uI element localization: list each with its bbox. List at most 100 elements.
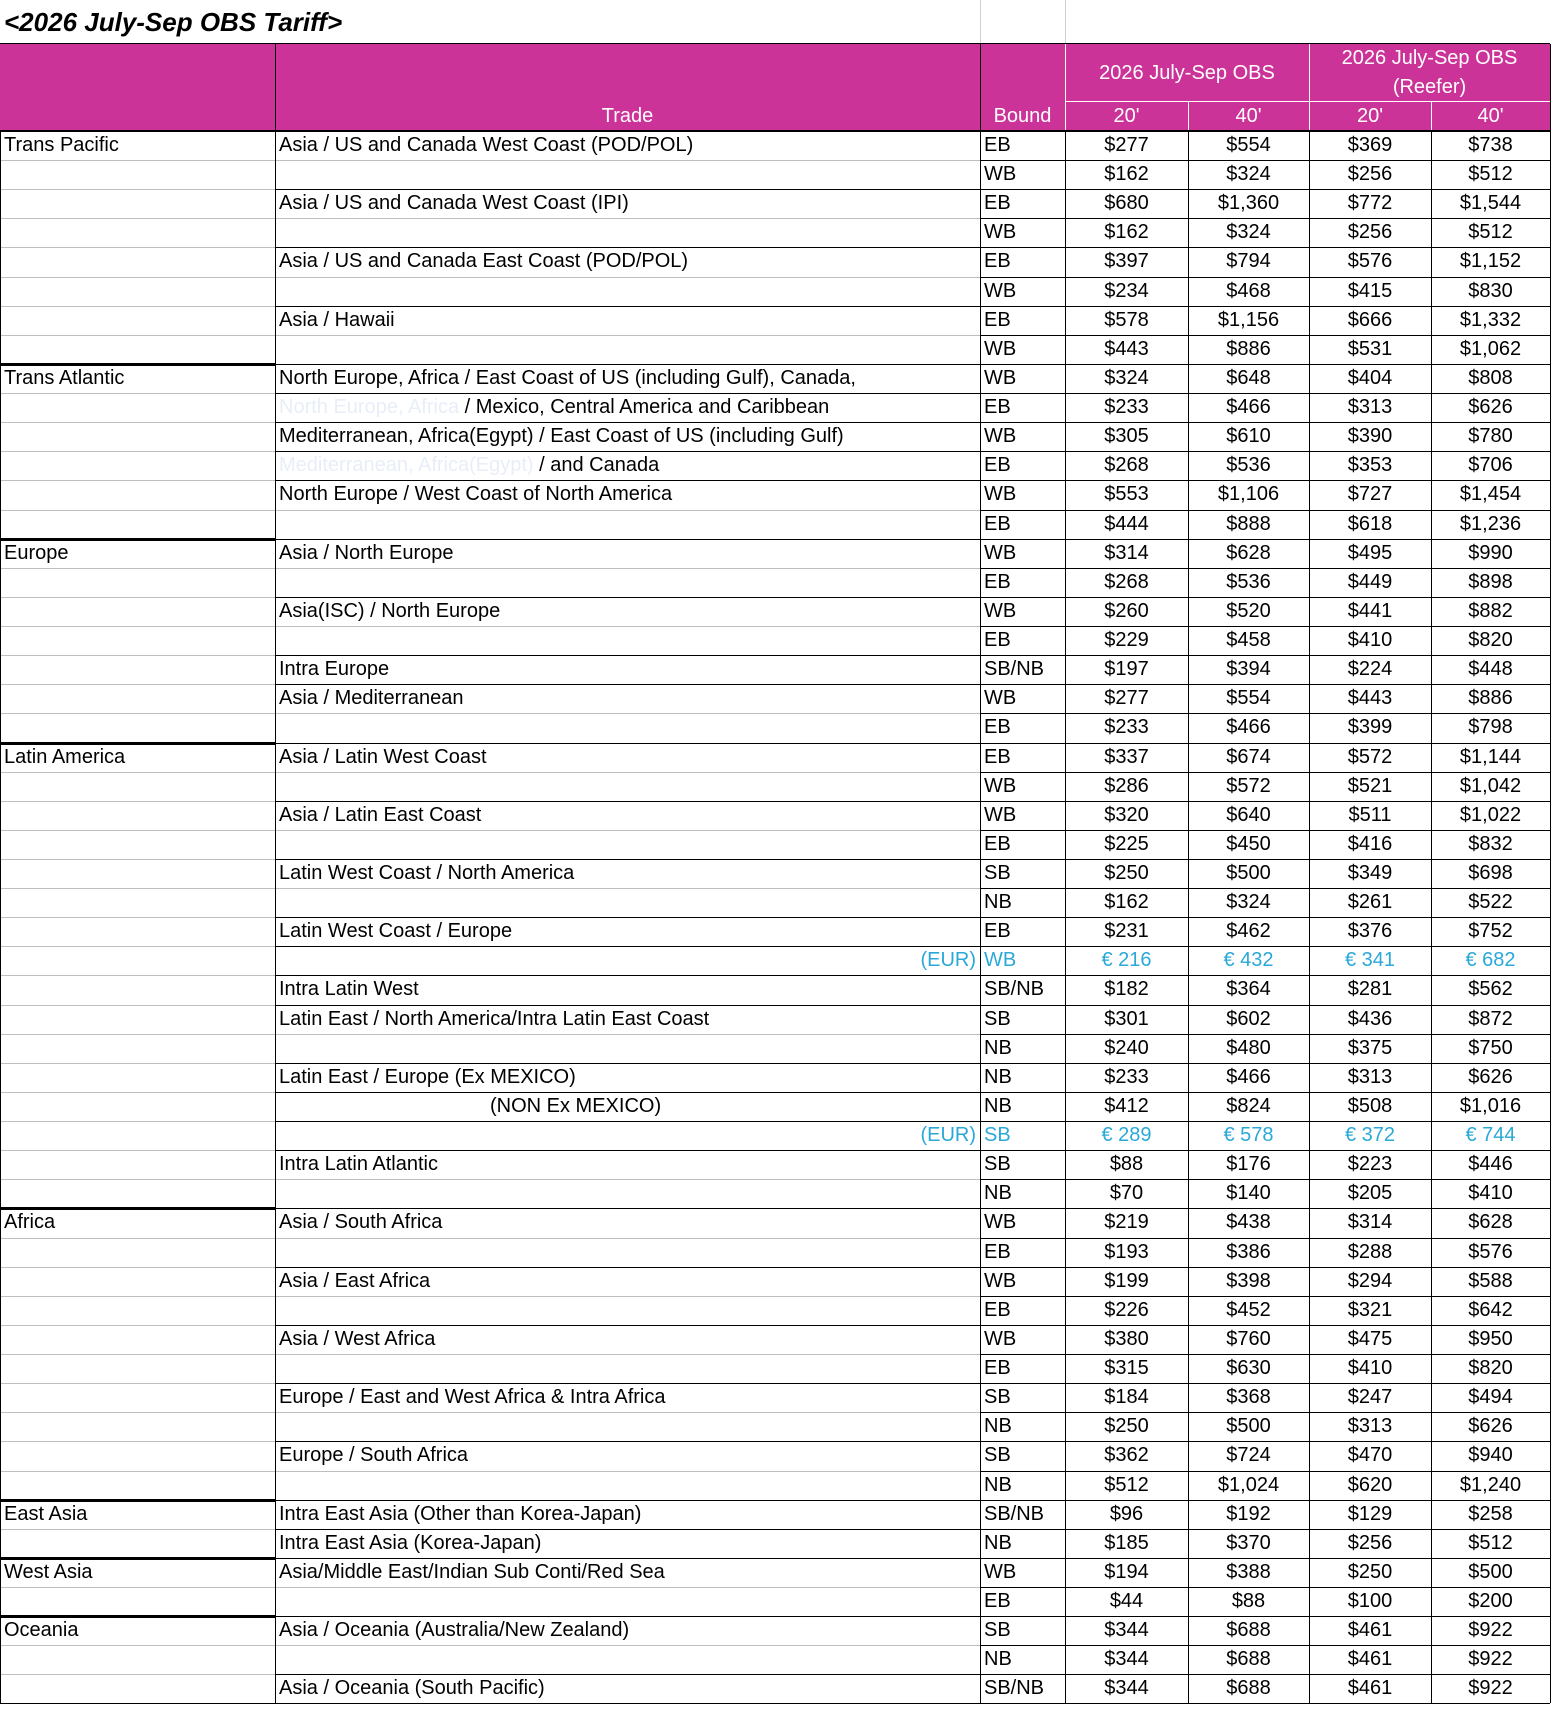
trade-label: Asia / Latin East Coast <box>279 803 482 826</box>
bound-cell: EB <box>984 134 1011 156</box>
trade-label: Asia / Oceania (South Pacific) <box>279 1677 545 1700</box>
rate-cell: $362 <box>1104 1444 1149 1467</box>
rate-cell: $313 <box>1347 1065 1393 1088</box>
rate-cell: $185 <box>1104 1531 1149 1554</box>
header-reefer-40: 40' <box>1431 102 1550 131</box>
currency-label: (EUR) <box>920 1124 976 1147</box>
rate-cell: $727 <box>1347 483 1393 506</box>
trade-label: Asia / Latin West Coast <box>279 745 487 768</box>
rate-cell: $461 <box>1347 1648 1393 1671</box>
rate-cell: $626 <box>1468 1415 1513 1438</box>
bound-cell: EB <box>984 1357 1011 1380</box>
rate-cell: $344 <box>1104 1677 1149 1700</box>
bound-cell: EB <box>984 1298 1011 1321</box>
trade-label: Asia / North Europe <box>279 541 454 564</box>
bound-cell: EB <box>984 1240 1011 1263</box>
trade-label: Europe / South Africa <box>279 1444 469 1467</box>
bound-cell: WB <box>984 425 1017 448</box>
rate-cell: $666 <box>1347 308 1393 331</box>
rate-cell: $399 <box>1347 716 1393 739</box>
bound-cell: WB <box>984 1327 1017 1350</box>
bound-cell: EB <box>984 745 1011 768</box>
rate-cell: $522 <box>1468 891 1513 914</box>
header-bound: Bound <box>980 102 1065 131</box>
rate-cell: $1,544 <box>1459 192 1522 215</box>
rate-cell: $376 <box>1347 920 1393 943</box>
bound-cell: EB <box>984 1590 1011 1612</box>
rate-cell: $436 <box>1347 1007 1393 1030</box>
bound-cell: SB/NB <box>984 1502 1045 1525</box>
rate-cell: $184 <box>1104 1386 1149 1409</box>
rate-cell: $466 <box>1226 716 1271 739</box>
rate-cell: $798 <box>1468 716 1513 739</box>
rate-cell: $1,042 <box>1459 774 1522 797</box>
rate-cell: $1,454 <box>1459 483 1522 506</box>
rate-cell: $229 <box>1104 629 1149 652</box>
rate-cell: $458 <box>1226 629 1271 652</box>
rate-cell: $314 <box>1347 1211 1393 1234</box>
rate-cell: $438 <box>1226 1211 1271 1234</box>
rate-cell: $313 <box>1347 1415 1393 1438</box>
rate-cell: € 432 <box>1223 949 1274 972</box>
trade-label: North Europe, Africa / Mexico, Central A… <box>275 393 980 422</box>
rate-cell: $512 <box>1468 163 1513 186</box>
rate-cell: $553 <box>1104 483 1149 506</box>
rate-cell: $162 <box>1104 221 1149 244</box>
rate-cell: $260 <box>1104 599 1149 622</box>
rate-cell: $321 <box>1347 1298 1393 1321</box>
rate-cell: $602 <box>1226 1007 1271 1030</box>
rate-cell: $443 <box>1347 687 1393 710</box>
trade-text: / Mexico, Central America and Caribbean <box>464 396 830 419</box>
rate-cell: $88 <box>1109 1153 1144 1176</box>
rate-cell: $100 <box>1347 1590 1393 1612</box>
bound-cell: WB <box>984 803 1017 826</box>
rate-cell: $233 <box>1104 716 1149 739</box>
bound-cell: WB <box>984 366 1017 389</box>
rate-cell: $820 <box>1468 629 1513 652</box>
rate-cell: $277 <box>1104 687 1149 710</box>
rate-cell: $192 <box>1226 1502 1271 1525</box>
rate-cell: $410 <box>1347 1357 1393 1380</box>
rate-cell: € 578 <box>1223 1124 1274 1147</box>
rate-cell: $446 <box>1468 1153 1513 1176</box>
rate-cell: € 341 <box>1344 949 1396 972</box>
bound-cell: SB <box>984 1444 1011 1467</box>
rate-cell: $452 <box>1226 1298 1271 1321</box>
rate-cell: € 216 <box>1101 949 1152 972</box>
bound-cell: EB <box>984 570 1011 593</box>
region-label: East Asia <box>4 1502 88 1525</box>
bound-cell: WB <box>984 483 1017 506</box>
header-trade-fill <box>275 44 980 102</box>
rate-cell: $234 <box>1104 279 1149 302</box>
rate-cell: $628 <box>1226 541 1271 564</box>
rate-cell: $642 <box>1468 1298 1513 1321</box>
bound-cell: EB <box>984 512 1011 535</box>
page-title: <2026 July-Sep OBS Tariff> <box>4 7 343 37</box>
trade-label: Asia / West Africa <box>279 1327 436 1350</box>
bound-cell: SB <box>984 1124 1011 1147</box>
rate-cell: $256 <box>1347 163 1393 186</box>
rate-cell: $1,332 <box>1459 308 1522 331</box>
rate-cell: $531 <box>1347 337 1393 360</box>
trade-label: Asia / US and Canada East Coast (POD/POL… <box>279 250 689 273</box>
trade-label: Latin East / North America/Intra Latin E… <box>279 1007 710 1030</box>
rate-cell: $281 <box>1347 978 1393 1001</box>
rate-cell: $576 <box>1468 1240 1513 1263</box>
bound-cell: NB <box>984 1531 1012 1554</box>
rate-cell: $193 <box>1104 1240 1149 1263</box>
bound-cell: NB <box>984 1036 1012 1059</box>
rate-cell: $1,152 <box>1459 250 1522 273</box>
bound-cell: WB <box>984 541 1017 564</box>
rate-cell: $256 <box>1347 221 1393 244</box>
rate-cell: $250 <box>1347 1560 1393 1583</box>
rate-cell: $832 <box>1468 832 1513 855</box>
trade-label: Intra Europe <box>279 658 390 681</box>
trade-label: Asia / Mediterranean <box>279 687 464 710</box>
trade-sublabel: (NON Ex MEXICO) <box>490 1094 662 1117</box>
ghost-text: Mediterranean, Africa(Egypt) <box>279 454 540 477</box>
rate-cell: $610 <box>1226 425 1271 448</box>
bound-cell: EB <box>984 308 1011 331</box>
header-trade: Trade <box>275 102 980 131</box>
rate-cell: $129 <box>1347 1502 1393 1525</box>
